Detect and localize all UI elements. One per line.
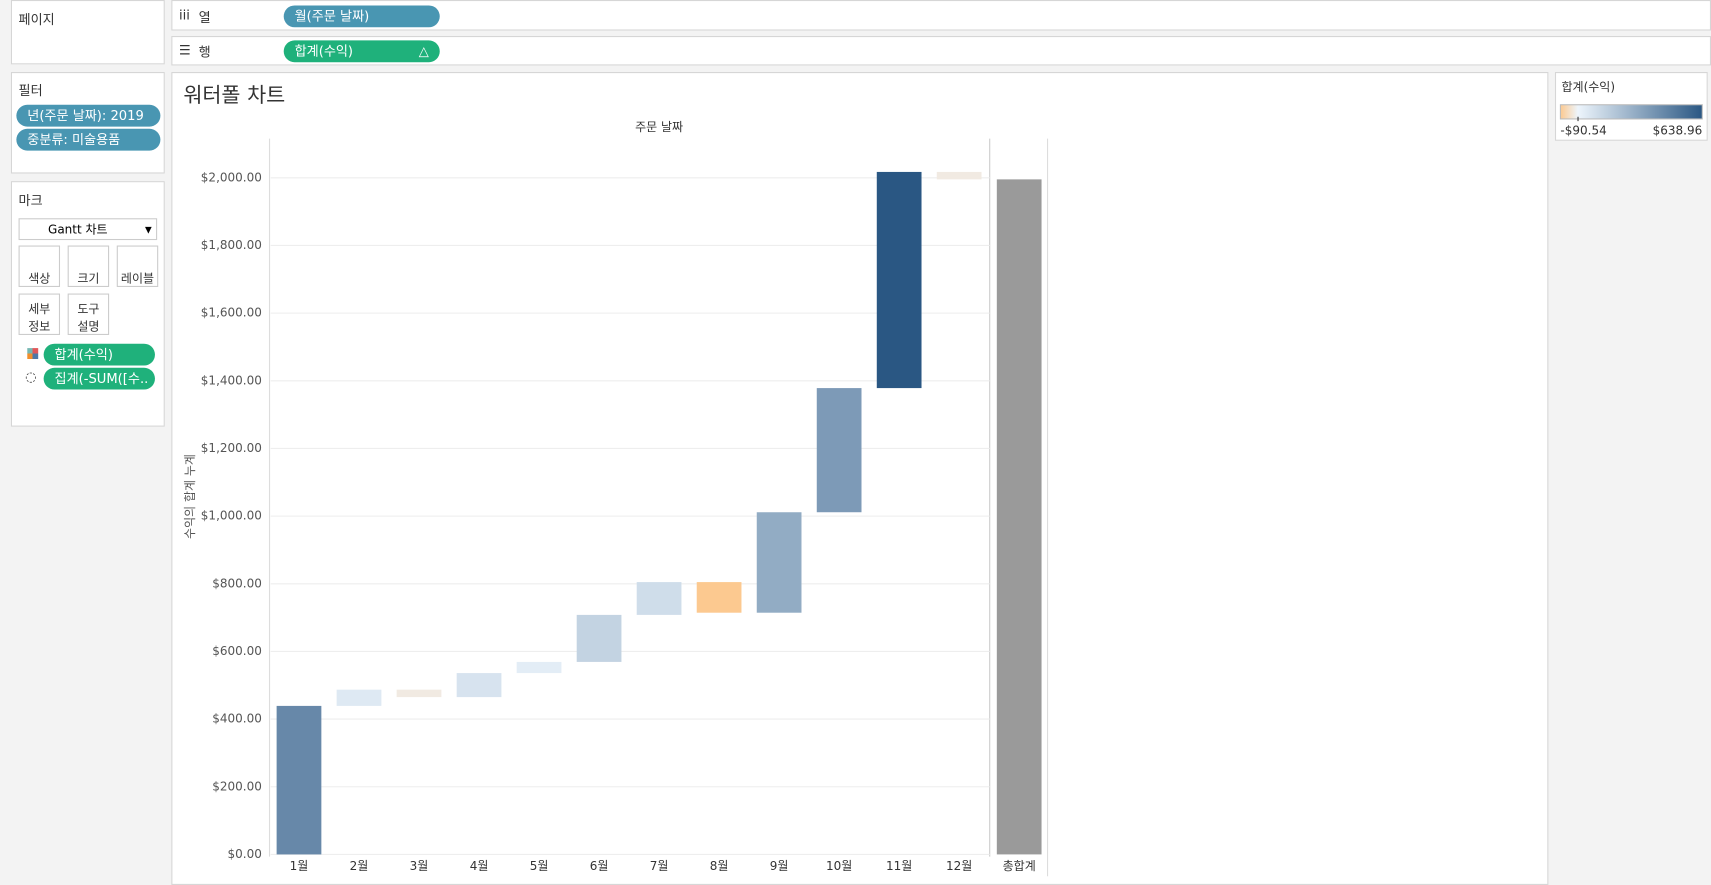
filters-card: 필터 년(주문 날짜): 2019 중분류: 미술용품 (10, 72, 165, 174)
y-tick-label: $1,400.00 (201, 373, 262, 387)
x-tick-label: 6월 (590, 859, 609, 873)
legend-min: -$90.54 (1560, 123, 1606, 137)
mark-type: Gantt 차트 (48, 222, 108, 237)
y-tick-label: $600.00 (212, 644, 262, 658)
mark-button[interactable]: 색상 (18, 245, 61, 287)
mark-button-label: 정보 (28, 319, 51, 334)
gantt-bar (456, 673, 502, 698)
delta-icon: △ (418, 43, 429, 59)
gantt-bar (876, 171, 922, 389)
field-pill[interactable]: 집계(-SUM([수.. (43, 367, 155, 390)
marks-title: 마크 (18, 193, 43, 209)
gantt-bar (336, 689, 382, 706)
gantt-bar (396, 689, 442, 698)
y-tick-label: $1,000.00 (201, 509, 262, 523)
mark-button-label: 설명 (77, 319, 100, 334)
mark-button-label: 색상 (28, 271, 51, 286)
columns-icon: iii (178, 7, 190, 23)
y-axis-title: 수익의 합계 누계 (183, 454, 197, 539)
gantt-bar (756, 512, 802, 613)
gantt-bar (816, 388, 862, 513)
x-tick-label: 3월 (410, 859, 429, 873)
legend-max: $638.96 (1653, 123, 1703, 137)
x-tick-label: 5월 (530, 859, 549, 873)
y-tick-label: $1,600.00 (201, 306, 262, 320)
mark-button[interactable]: 레이블 (116, 245, 159, 287)
columns-pill[interactable]: 월(주문 날짜) (283, 5, 440, 28)
x-tick-label: 8월 (710, 859, 729, 873)
y-tick-label: $200.00 (212, 779, 262, 793)
x-tick-label: 7월 (650, 859, 669, 873)
columns-label: 열 (198, 9, 211, 26)
rows-icon: ☰ (178, 42, 191, 58)
y-tick-label: $1,200.00 (201, 441, 262, 455)
mark-type-dropdown[interactable]: Gantt 차트 ▼ (18, 218, 158, 241)
pages-card: 페이지 (10, 0, 165, 65)
x-tick-label: 12월 (946, 859, 972, 873)
x-tick-label: 4월 (470, 859, 489, 873)
marks-card: 마크 Gantt 차트 ▼ 색상 크기 레이블 세부 정보 도구 설명 합계(수익) ◌ 집계… (10, 181, 165, 427)
gantt-bar (516, 661, 562, 674)
x-tick-label: 1월 (290, 859, 309, 873)
mark-button-label: 세부 (28, 302, 51, 317)
gantt-bar (276, 705, 322, 855)
mark-button[interactable]: 크기 (67, 245, 110, 287)
filter-pill[interactable]: 중분류: 미술용품 (16, 128, 161, 151)
gantt-bar (936, 171, 982, 180)
pill-text: 합계(수익) (294, 43, 354, 59)
mark-button-label: 레이블 (120, 271, 155, 286)
y-tick-label: $800.00 (212, 576, 262, 590)
x-tick-label: 10월 (826, 859, 852, 873)
legend-title: 합계(수익) (1562, 80, 1616, 94)
gantt-bar (576, 614, 622, 662)
y-tick-label: $400.00 (212, 712, 262, 726)
rows-shelf: ☰ 행 합계(수익) △ (171, 36, 1711, 66)
rows-label: 행 (198, 44, 211, 61)
x-axis-title: 주문 날짜 (635, 120, 683, 134)
mark-button-label: 크기 (77, 271, 100, 286)
x-tick-label: 2월 (350, 859, 369, 873)
x-tick-label: 11월 (886, 859, 912, 873)
gantt-bar (696, 582, 742, 613)
pages-title: 페이지 (18, 12, 55, 28)
y-tick-label: $0.00 (228, 847, 262, 861)
y-tick-label: $2,000.00 (201, 170, 262, 184)
filters-title: 필터 (18, 82, 43, 99)
rows-pill[interactable]: 합계(수익) △ (283, 40, 440, 63)
mark-button-label: 도구 (77, 302, 100, 317)
dropdown-arrow: ▼ (144, 224, 152, 235)
color-icon (27, 348, 39, 360)
x-tick-label: 9월 (770, 859, 789, 873)
size-icon: ◌ (25, 368, 37, 385)
chart-title: 워터폴 차트 (183, 83, 285, 107)
columns-shelf: iii 열 월(주문 날짜) (171, 0, 1711, 31)
pill-text: 월(주문 날짜) (294, 8, 370, 25)
legend-gradient (1559, 104, 1703, 120)
gantt-bar (636, 582, 682, 615)
field-pill[interactable]: 합계(수익) (43, 343, 155, 366)
x-tick-label: 총합계 (1003, 859, 1036, 873)
filter-pill[interactable]: 년(주문 날짜): 2019 (16, 104, 161, 127)
y-tick-label: $1,800.00 (201, 238, 262, 252)
total-bar (996, 179, 1042, 855)
